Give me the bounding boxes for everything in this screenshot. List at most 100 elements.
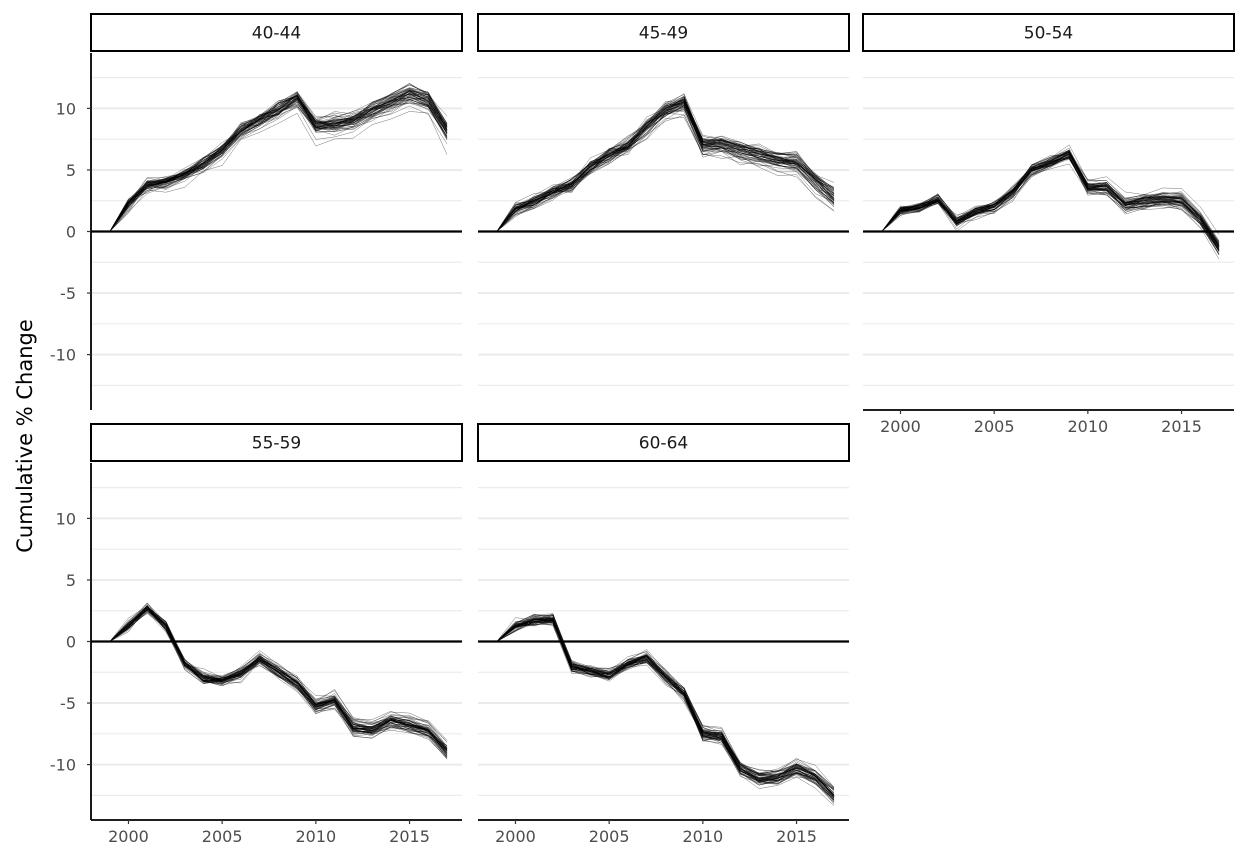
series-line [109, 612, 448, 754]
series-line [109, 610, 448, 759]
series-line [109, 99, 448, 232]
series-line [109, 607, 448, 755]
series-line [109, 605, 448, 749]
facet-panel-45-49: 45-49 [477, 13, 850, 386]
series-line [496, 619, 835, 799]
series-line [496, 620, 835, 794]
series-line [109, 88, 448, 232]
series-line [496, 96, 835, 232]
series-line [496, 619, 835, 802]
x-tick-label: 2000 [495, 827, 536, 846]
series-line [109, 602, 448, 753]
y-tick-label: -10 [50, 756, 76, 775]
series-line [109, 88, 448, 232]
series-line [496, 617, 835, 795]
series-line [496, 96, 835, 232]
x-tick-label: 2010 [682, 827, 723, 846]
series-line [109, 610, 448, 751]
series-line [109, 610, 448, 753]
series-line [496, 621, 835, 807]
facet-strip [862, 13, 1235, 52]
x-tick-label: 2015 [776, 827, 817, 846]
series-line [109, 608, 448, 751]
facet-panels: 40-44 -10 -5 0 5 10 45-49 50-54 2000 2005 2010 2015… [50, 13, 1235, 846]
series-line [496, 107, 835, 232]
series-line [109, 610, 448, 758]
series-line [109, 606, 448, 754]
series-line [881, 157, 1220, 255]
series-line [109, 610, 448, 751]
series-line [109, 93, 448, 232]
series-line [496, 97, 835, 232]
x-tick-label: 2000 [880, 417, 921, 436]
series-lines [496, 93, 835, 232]
series-line [496, 618, 835, 799]
facet-strip-label: 45-49 [639, 24, 688, 44]
series-line [496, 102, 835, 232]
series-line [496, 613, 835, 788]
series-line [109, 90, 448, 232]
series-line [881, 158, 1220, 255]
series-line [496, 105, 835, 232]
series-line [496, 99, 835, 232]
series-line [109, 89, 448, 232]
series-line [109, 605, 448, 753]
series-line [109, 101, 448, 232]
series-line [109, 607, 448, 751]
series-line [109, 610, 448, 758]
series-lines [109, 602, 448, 760]
series-line [881, 154, 1220, 248]
series-line [881, 155, 1220, 247]
series-line [881, 144, 1220, 235]
series-line [496, 103, 835, 232]
series-line [496, 104, 835, 232]
series-line [109, 97, 448, 232]
facet-panel-55-59: 55-59 -10 -5 0 5 10 2000 2005 2010 2015 [50, 423, 463, 846]
series-line [496, 102, 835, 232]
series-line [109, 90, 448, 232]
series-line [109, 97, 448, 232]
series-line [881, 156, 1220, 260]
series-line [109, 607, 448, 754]
y-tick-label: -10 [50, 346, 76, 365]
y-tick-label: 0 [66, 633, 76, 652]
facet-strip [90, 13, 463, 52]
series-line [109, 105, 448, 232]
gridlines [91, 487, 462, 796]
facet-panel-60-64: 60-64 2000 2005 2010 2015 [477, 423, 850, 846]
x-tick-label: 2000 [108, 827, 149, 846]
series-line [109, 607, 448, 753]
series-line [109, 606, 448, 750]
series-line [881, 152, 1220, 246]
series-line [109, 95, 448, 232]
x-tick-label: 2005 [202, 827, 243, 846]
series-line [109, 608, 448, 756]
series-line [109, 611, 448, 757]
series-line [109, 610, 448, 757]
series-line [496, 619, 835, 799]
facet-strip-label: 50-54 [1024, 24, 1073, 44]
y-axis-label: Cumulative % Change [13, 319, 37, 553]
series-line [496, 101, 835, 232]
series-line [496, 113, 835, 232]
series-line [109, 99, 448, 232]
series-line [496, 620, 835, 794]
series-line [496, 98, 835, 232]
series-line [496, 99, 835, 232]
y-tick-label: -5 [60, 284, 76, 303]
series-line [109, 607, 448, 749]
facet-strip [90, 423, 463, 462]
series-line [109, 611, 448, 752]
series-line [496, 98, 835, 232]
y-tick-label: 10 [56, 509, 76, 528]
series-line [496, 99, 835, 232]
series-line [496, 99, 835, 232]
series-line [109, 607, 448, 753]
facet-panel-50-54: 50-54 2000 2005 2010 2015 [862, 13, 1235, 436]
series-line [496, 621, 835, 798]
series-line [109, 102, 448, 232]
series-line [109, 609, 448, 751]
y-tick-label: 0 [66, 223, 76, 242]
facet-strip [477, 423, 850, 462]
series-line [109, 111, 448, 232]
